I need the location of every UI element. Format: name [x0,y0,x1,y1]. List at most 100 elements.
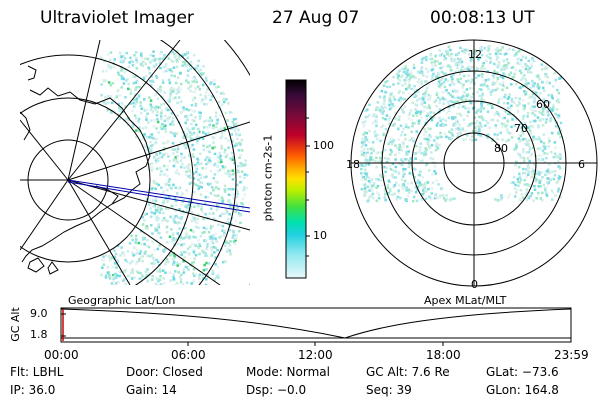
emission-pixel [192,182,196,185]
emission-pixel [456,127,460,130]
emission-pixel [172,273,175,277]
mlt-label-12: 12 [468,48,482,61]
emission-pixel [159,205,162,208]
emission-pixel [386,79,389,83]
emission-pixel [220,144,223,148]
emission-pixel [199,176,202,180]
emission-pixel [194,116,197,119]
emission-pixel [203,126,206,129]
emission-pixel [233,129,237,132]
emission-pixel [178,56,181,59]
emission-pixel [554,112,557,116]
emission-pixel [496,198,499,202]
emission-pixel [213,152,217,156]
emission-pixel [195,170,198,174]
emission-pixel [134,253,137,256]
emission-pixel [426,181,430,184]
emission-pixel [168,108,171,111]
emission-pixel [429,156,432,160]
emission-pixel [194,273,198,276]
emission-pixel [109,258,112,262]
emission-pixel [423,130,427,133]
emission-pixel [397,127,400,131]
emission-pixel [392,176,395,179]
emission-pixel [187,199,191,202]
emission-pixel [192,90,195,94]
emission-pixel [496,119,499,122]
emission-pixel [461,86,464,89]
emission-pixel [198,242,201,246]
emission-pixel [533,82,536,85]
emission-pixel [387,101,391,104]
emission-pixel [422,189,425,192]
emission-pixel [491,106,494,109]
emission-pixel [405,186,408,189]
timeline-axis-label: GC Alt [8,307,22,342]
emission-pixel [486,136,489,139]
emission-pixel [199,111,202,115]
emission-pixel [405,88,408,91]
emission-pixel [392,185,395,189]
emission-pixel [368,129,371,133]
emission-pixel [199,284,202,285]
emission-pixel [417,89,420,92]
emission-pixel [438,116,441,120]
emission-pixel [368,160,371,164]
emission-pixel [162,123,165,127]
timeline-xtick-0600: 06:00 [171,348,206,362]
emission-pixel [494,88,497,92]
emission-pixel [168,115,171,119]
emission-pixel [172,132,175,135]
emission-pixel [432,139,436,142]
emission-pixel [223,231,226,235]
emission-pixel [546,172,549,176]
emission-pixel [457,70,461,73]
emission-pixel [527,170,531,174]
emission-pixel [388,165,392,168]
emission-pixel [369,158,372,161]
emission-pixel [455,90,458,94]
emission-pixel [180,156,184,159]
emission-pixel [187,142,190,146]
emission-pixel [180,195,183,198]
emission-pixel [435,135,438,139]
emission-pixel [134,51,138,54]
emission-pixel [169,88,172,92]
mlat-ring-80: 80 [494,142,508,155]
emission-pixel [227,139,230,143]
emission-pixel [521,196,525,199]
emission-pixel [461,127,464,130]
emission-pixel [457,80,461,84]
emission-pixel [551,109,554,112]
emission-pixel [163,56,166,60]
emission-pixel [165,188,169,192]
emission-pixel [131,64,135,67]
emission-pixel [477,58,480,61]
emission-pixel [191,216,195,219]
emission-pixel [198,244,202,248]
emission-pixel [158,151,162,155]
emission-pixel [433,100,436,104]
emission-pixel [529,124,533,128]
emission-pixel [144,57,147,60]
emission-pixel [113,66,116,69]
emission-pixel [151,59,154,62]
emission-pixel [215,125,218,129]
emission-pixel [384,127,388,131]
emission-pixel [538,181,541,184]
emission-pixel [403,105,407,108]
emission-pixel [235,123,239,127]
emission-pixel [524,142,528,145]
emission-pixel [533,100,536,104]
emission-pixel [377,197,381,200]
emission-pixel [201,277,205,280]
emission-pixel [499,48,502,52]
emission-pixel [436,122,439,125]
emission-pixel [527,139,531,142]
emission-pixel [500,196,504,200]
emission-pixel [400,158,403,161]
emission-pixel [190,62,193,65]
emission-pixel [439,135,442,138]
emission-pixel [135,248,139,252]
emission-pixel [239,181,242,184]
